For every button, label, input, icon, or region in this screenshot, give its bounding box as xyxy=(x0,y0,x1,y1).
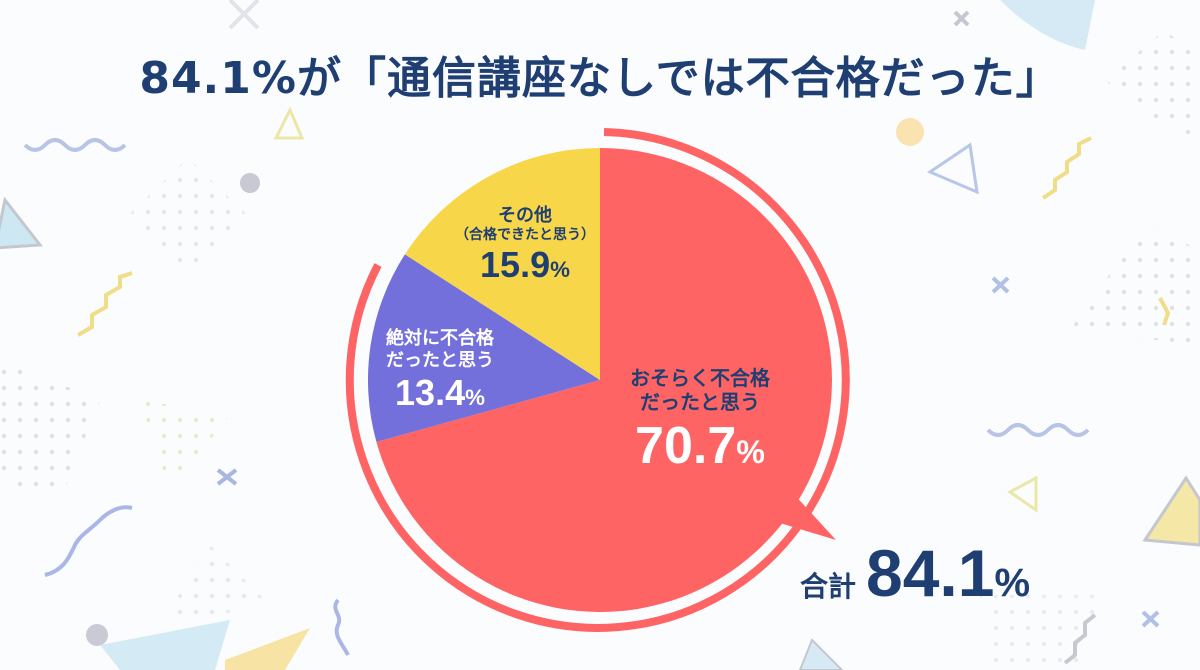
slice-label-red-line1: おそらく不合格 xyxy=(630,366,770,390)
pie-slice-red xyxy=(376,148,832,612)
slice-label-red: おそらく不合格 だったと思う 70.7% xyxy=(600,366,800,475)
slice-label-purple-line1: 絶対に不合格 xyxy=(386,328,494,349)
slice-value-purple: 13.4% xyxy=(395,372,485,414)
slice-label-red-line2: だったと思う xyxy=(640,390,760,414)
slice-value-yellow: 15.9% xyxy=(480,244,570,286)
total-value: 84.1 xyxy=(866,536,995,610)
total-callout: 合計 84.1% xyxy=(800,535,1030,611)
slice-label-purple-line2: だったと思う xyxy=(386,349,494,371)
slice-value-red: 70.7% xyxy=(635,417,765,475)
slice-label-purple: 絶対に不合格 だったと思う 13.4% xyxy=(365,328,515,413)
total-unit: % xyxy=(994,561,1031,605)
slice-label-yellow: その他 （合格できたと思う） 15.9% xyxy=(420,205,630,285)
slice-label-yellow-line2: （合格できたと思う） xyxy=(455,226,595,243)
chart-title: 84.1%が「通信講座なしでは不合格だった」 xyxy=(139,53,1061,104)
pie-slice-purple xyxy=(367,254,600,442)
slice-label-yellow-line1: その他 xyxy=(498,205,552,226)
total-label: 合計 xyxy=(800,570,857,603)
pie-slice-yellow xyxy=(404,147,600,380)
